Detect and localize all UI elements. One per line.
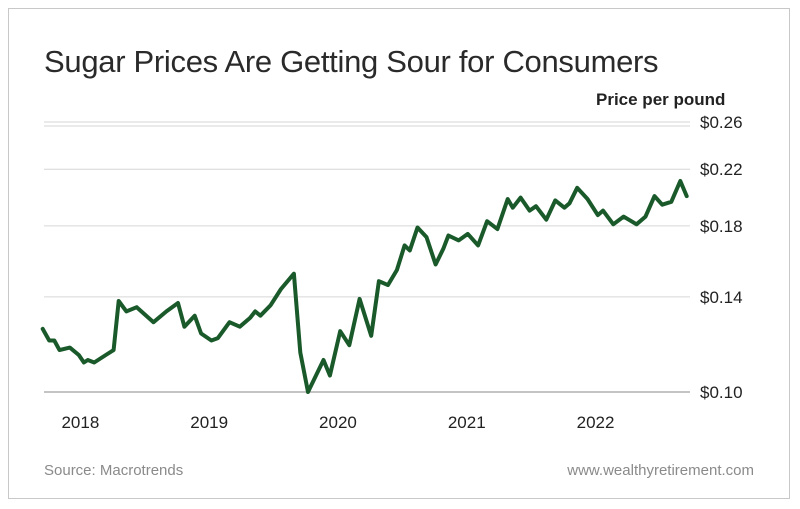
x-tick-label: 2020 [319,413,357,432]
gridlines [44,121,690,393]
x-tick-labels: 2018 2019 2020 2021 2022 [61,413,614,432]
x-tick-label: 2019 [190,413,228,432]
y-tick-label: $0.10 [700,383,743,402]
x-tick-label: 2022 [577,413,615,432]
chart-frame [8,8,790,499]
x-tick-label: 2021 [448,413,486,432]
y-axis-label: Price per pound [596,90,726,109]
series-line [40,179,689,394]
y-tick-labels: $0.10 $0.14 $0.18 $0.22 $0.26 [700,113,743,402]
y-tick-label: $0.18 [700,217,743,236]
site-url: www.wealthyretirement.com [567,462,754,479]
series-lines [40,179,689,394]
y-tick-label: $0.14 [700,288,743,307]
x-tick-label: 2018 [61,413,99,432]
source-note: Source: Macrotrends [44,462,184,479]
y-tick-label: $0.26 [700,113,743,132]
chart-title: Sugar Prices Are Getting Sour for Consum… [44,44,659,79]
y-tick-label: $0.22 [700,160,743,179]
